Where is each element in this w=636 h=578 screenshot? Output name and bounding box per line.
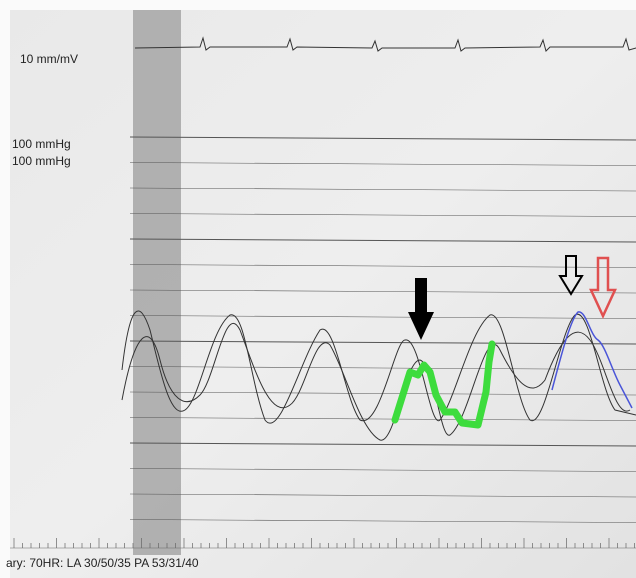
- pressure-scale-label: 100 mmHg: [12, 154, 71, 168]
- summary-line: ary: 70HR: LA 30/50/35 PA 53/31/40: [6, 556, 199, 570]
- ecg-scale-label: 10 mm/mV: [20, 52, 78, 66]
- printout-photo: 10 mm/mV 100 mmHg 100 mmHg ary: 70HR: LA…: [0, 0, 636, 578]
- paper: [10, 10, 636, 578]
- pressure-scale-label: 100 mmHg: [12, 137, 71, 151]
- page: 10 mm/mV 100 mmHg 100 mmHg ary: 70HR: LA…: [0, 0, 636, 578]
- shadow-band: [133, 10, 181, 555]
